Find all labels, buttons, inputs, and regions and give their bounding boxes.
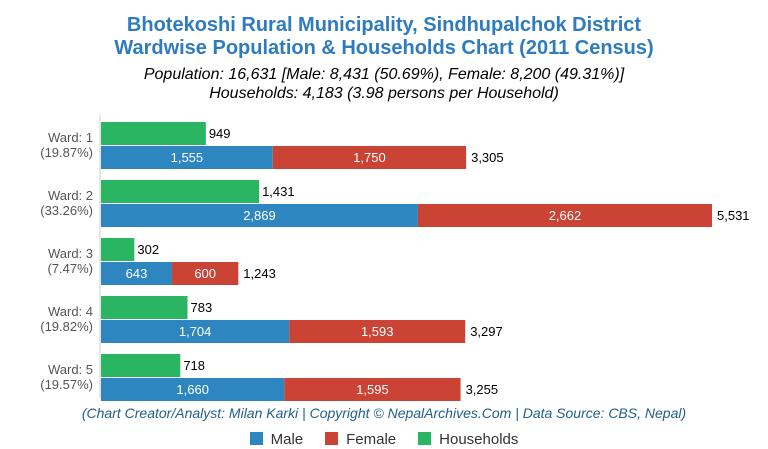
female-bar: [417, 204, 712, 227]
legend-item-female[interactable]: Female: [325, 431, 396, 448]
legend: Male Female Households: [0, 431, 768, 448]
households-bar: [101, 354, 181, 377]
legend-label-households: Households: [439, 431, 519, 448]
legend-label-male: Male: [270, 431, 304, 448]
category-share-label: (19.82%): [40, 319, 93, 334]
male-bar: [101, 146, 273, 169]
male-value-label: 1,704: [179, 324, 212, 339]
male-value-label: 1,555: [171, 150, 204, 165]
female-bar: [284, 378, 461, 401]
legend-swatch-female: [325, 432, 339, 445]
male-value-label: 1,660: [176, 382, 209, 397]
category-label: Ward: 4: [48, 304, 93, 319]
households-value-label: 1,431: [262, 184, 295, 199]
legend-swatch-male: [249, 432, 263, 445]
male-bar: [101, 204, 418, 227]
male-bar: [101, 378, 285, 401]
category-share-label: (19.57%): [40, 377, 93, 392]
footer-credit: (Chart Creator/Analyst: Milan Karki | Co…: [81, 405, 687, 421]
households-bar: [101, 180, 260, 203]
female-value-label: 1,593: [361, 324, 394, 339]
households-value-label: 949: [209, 126, 231, 141]
female-value-label: 1,595: [356, 382, 389, 397]
category-label: Ward: 3: [48, 246, 93, 261]
chart-subtitle-line2: Households: 4,183 (3.98 persons per Hous…: [209, 85, 559, 102]
category-share-label: (33.26%): [40, 203, 93, 218]
category-label: Ward: 1: [48, 130, 93, 145]
male-bar: [101, 262, 173, 285]
female-bar: [272, 146, 467, 169]
households-value-label: 783: [190, 300, 212, 315]
female-bar: [289, 320, 466, 343]
category-share-label: (7.47%): [47, 261, 93, 276]
households-bar: [101, 238, 135, 261]
total-value-label: 1,243: [243, 266, 276, 281]
chart-subtitle-line1: Population: 16,631 [Male: 8,431 (50.69%)…: [143, 66, 625, 83]
category-label: Ward: 2: [48, 188, 93, 203]
male-value-label: 2,869: [243, 208, 276, 223]
category-label: Ward: 5: [48, 362, 93, 377]
legend-item-households[interactable]: Households: [418, 431, 518, 448]
chart-title-line2: Wardwise Population & Households Chart (…: [114, 37, 654, 59]
households-value-label: 302: [137, 242, 159, 257]
total-value-label: 5,531: [717, 208, 750, 223]
total-value-label: 3,305: [471, 150, 504, 165]
households-bar: [101, 296, 188, 319]
chart-title-line1: Bhotekoshi Rural Municipality, Sindhupal…: [126, 14, 642, 36]
legend-item-male[interactable]: Male: [249, 431, 304, 448]
total-value-label: 3,297: [470, 324, 503, 339]
category-share-label: (19.87%): [40, 145, 93, 160]
female-value-label: 1,750: [353, 150, 386, 165]
female-value-label: 2,662: [549, 208, 582, 223]
female-bar: [172, 262, 239, 285]
female-value-label: 600: [194, 266, 216, 281]
male-bar: [101, 320, 290, 343]
households-bar: [101, 122, 206, 145]
total-value-label: 3,255: [466, 382, 499, 397]
legend-swatch-households: [418, 432, 432, 445]
households-value-label: 718: [183, 358, 205, 373]
legend-label-female: Female: [346, 431, 397, 448]
male-value-label: 643: [126, 266, 148, 281]
